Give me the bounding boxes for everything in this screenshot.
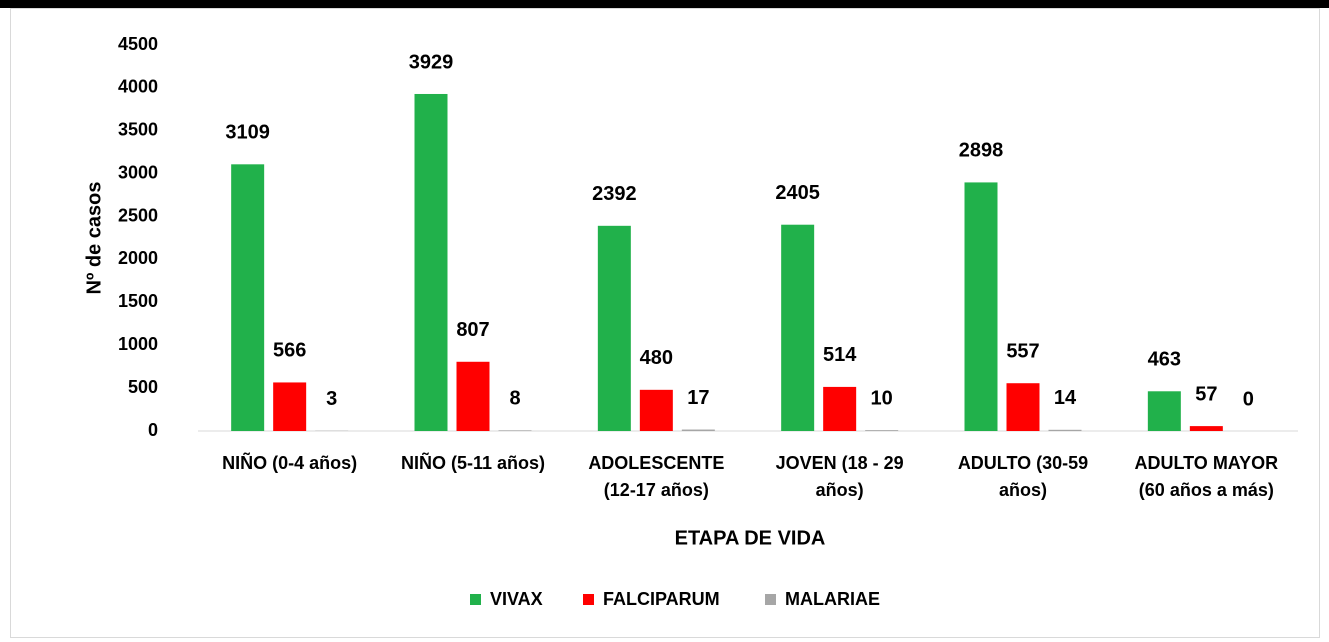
y-tick-label: 2000	[118, 248, 158, 268]
x-axis-title: ETAPA DE VIDA	[675, 527, 826, 549]
data-label: 2898	[959, 140, 1004, 162]
bar	[865, 430, 899, 431]
bar	[639, 389, 673, 431]
legend-label: VIVAX	[490, 589, 543, 609]
top-bar	[0, 0, 1329, 8]
x-tick-label: ADOLESCENTE	[588, 453, 724, 473]
data-label: 8	[509, 388, 520, 410]
data-label: 17	[687, 387, 709, 409]
y-tick-label: 1000	[118, 334, 158, 354]
y-tick-label: 4000	[118, 77, 158, 97]
bar	[1147, 391, 1181, 431]
data-label: 3109	[225, 122, 270, 144]
data-label: 2392	[592, 183, 637, 205]
bar	[1189, 426, 1223, 431]
data-label: 3	[326, 388, 337, 410]
x-tick-label: (60 años a más)	[1139, 480, 1274, 500]
y-tick-label: 2500	[118, 205, 158, 225]
y-tick-label: 1500	[118, 291, 158, 311]
x-tick-label: JOVEN (18 - 29	[776, 453, 904, 473]
x-tick-label: años)	[816, 480, 864, 500]
bar	[964, 182, 998, 431]
y-tick-label: 500	[128, 377, 158, 397]
bar	[823, 386, 857, 431]
legend-swatch	[470, 594, 481, 605]
bar	[498, 430, 532, 431]
x-tick-label: (12-17 años)	[604, 480, 709, 500]
data-label: 566	[273, 340, 306, 362]
data-label: 557	[1006, 341, 1039, 363]
y-tick-label: 0	[148, 420, 158, 440]
x-tick-label: años)	[999, 480, 1047, 500]
bar	[1048, 429, 1082, 431]
bar	[781, 224, 815, 431]
bar	[597, 225, 631, 431]
data-label: 807	[456, 319, 489, 341]
data-label: 14	[1054, 387, 1077, 409]
data-label: 3929	[409, 51, 454, 73]
y-axis-title: Nº de casos	[83, 182, 105, 295]
legend-label: FALCIPARUM	[603, 589, 720, 609]
legend-swatch	[765, 594, 776, 605]
bar	[273, 382, 307, 431]
legend-swatch	[583, 594, 594, 605]
bar	[681, 429, 715, 431]
x-tick-label: ADULTO (30-59	[958, 453, 1088, 473]
data-label: 463	[1148, 349, 1181, 371]
x-tick-label: ADULTO MAYOR	[1134, 453, 1278, 473]
bar	[231, 164, 265, 431]
data-label: 480	[640, 347, 673, 369]
legend-label: MALARIAE	[785, 589, 880, 609]
y-tick-label: 4500	[118, 34, 158, 54]
bar	[456, 361, 490, 431]
bar	[1006, 383, 1040, 431]
y-tick-label: 3000	[118, 162, 158, 182]
data-label: 514	[823, 344, 857, 366]
data-label: 57	[1195, 383, 1217, 405]
bar	[414, 93, 448, 431]
x-tick-label: NIÑO (5-11 años)	[401, 452, 545, 473]
chart-border	[10, 8, 1320, 638]
data-label: 10	[871, 387, 893, 409]
data-label: 2405	[775, 182, 820, 204]
x-tick-label: NIÑO (0-4 años)	[222, 452, 357, 473]
data-label: 0	[1243, 388, 1254, 410]
y-tick-label: 3500	[118, 120, 158, 140]
